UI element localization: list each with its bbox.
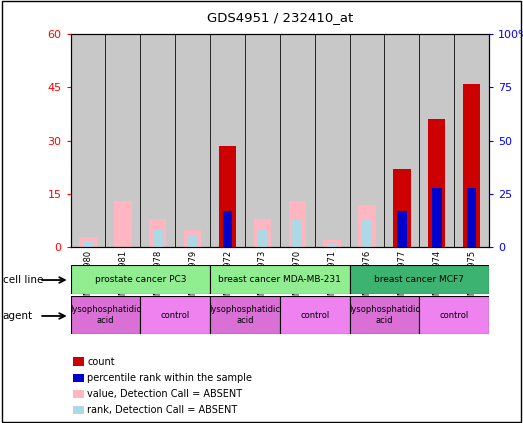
Bar <box>210 265 349 294</box>
Text: percentile rank within the sample: percentile rank within the sample <box>87 373 252 383</box>
Bar <box>467 188 476 247</box>
Text: lysophosphatidic
acid: lysophosphatidic acid <box>349 305 420 325</box>
Bar <box>419 296 489 334</box>
Text: prostate cancer PC3: prostate cancer PC3 <box>95 275 186 284</box>
Text: value, Detection Call = ABSENT: value, Detection Call = ABSENT <box>87 389 243 399</box>
Bar <box>71 296 140 334</box>
Bar <box>210 34 245 247</box>
Text: GDS4951 / 232410_at: GDS4951 / 232410_at <box>207 11 353 24</box>
Bar <box>184 230 201 247</box>
Bar <box>79 237 97 247</box>
Text: lysophosphatidic
acid: lysophosphatidic acid <box>70 305 141 325</box>
Bar <box>219 146 236 247</box>
Bar <box>114 201 132 247</box>
Bar <box>188 235 198 247</box>
Bar <box>327 243 337 247</box>
Bar <box>219 233 236 247</box>
Text: count: count <box>87 357 115 367</box>
Bar <box>315 34 349 247</box>
Bar <box>428 119 446 247</box>
Bar <box>349 34 384 247</box>
Bar <box>280 296 349 334</box>
Bar <box>245 34 280 247</box>
Bar <box>323 240 341 247</box>
Bar <box>397 211 407 247</box>
Text: control: control <box>439 310 469 320</box>
Text: agent: agent <box>3 311 33 321</box>
Bar <box>393 169 411 247</box>
Bar <box>71 34 106 247</box>
Bar <box>175 34 210 247</box>
Bar <box>153 231 163 247</box>
Text: breast cancer MCF7: breast cancer MCF7 <box>374 275 464 284</box>
Bar <box>463 84 480 247</box>
Bar <box>419 34 454 247</box>
Text: cell line: cell line <box>3 275 43 285</box>
Text: control: control <box>161 310 190 320</box>
Text: rank, Detection Call = ABSENT: rank, Detection Call = ABSENT <box>87 405 237 415</box>
Bar <box>280 34 315 247</box>
Bar <box>254 219 271 247</box>
Bar <box>83 241 93 247</box>
Bar <box>432 188 441 247</box>
Bar <box>149 219 166 247</box>
Bar <box>349 296 419 334</box>
Bar <box>358 205 376 247</box>
Text: breast cancer MDA-MB-231: breast cancer MDA-MB-231 <box>219 275 341 284</box>
Bar <box>257 231 267 247</box>
Bar <box>384 34 419 247</box>
Bar <box>140 34 175 247</box>
Bar <box>140 296 210 334</box>
Bar <box>454 34 489 247</box>
Bar <box>289 201 306 247</box>
Bar <box>223 211 232 247</box>
Bar <box>106 34 140 247</box>
Bar <box>362 220 372 247</box>
Bar <box>349 265 489 294</box>
Bar <box>292 220 302 247</box>
Bar <box>210 296 280 334</box>
Text: control: control <box>300 310 329 320</box>
Text: lysophosphatidic
acid: lysophosphatidic acid <box>209 305 280 325</box>
Bar <box>71 265 210 294</box>
